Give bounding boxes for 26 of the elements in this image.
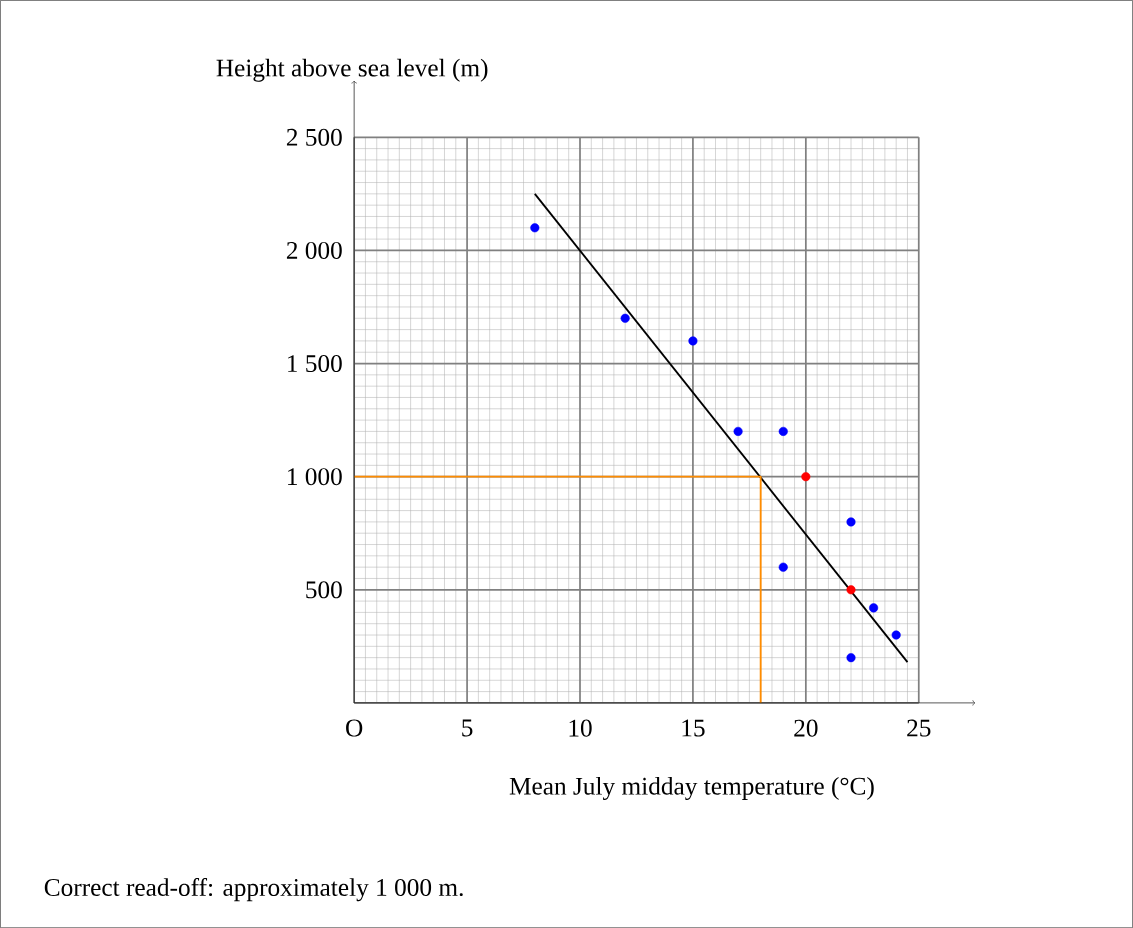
- point: [620, 313, 630, 323]
- point: [846, 585, 856, 595]
- point: [530, 223, 540, 233]
- x-tick-label: 5: [462, 719, 473, 737]
- x-tick-label: 10: [569, 719, 592, 737]
- y-axis-title: Height above sea level (m): [216, 58, 488, 82]
- y-tick-label: 2 000: [286, 241, 342, 259]
- x-tick-label: 20: [794, 719, 818, 737]
- x-tick-label: 15: [682, 719, 705, 737]
- y-tick-label: 500: [306, 581, 342, 599]
- point: [778, 562, 788, 572]
- y-tick-label: 1 000: [288, 468, 342, 486]
- point: [891, 630, 901, 640]
- point: [846, 517, 856, 527]
- point: [733, 426, 743, 436]
- x-tick-label: 25: [907, 719, 931, 737]
- point: [869, 603, 879, 613]
- point: [778, 426, 788, 436]
- point: [688, 336, 698, 346]
- x-tick-label: O: [346, 719, 363, 737]
- x-axis-title: Mean July midday temperature (°C): [509, 776, 874, 800]
- y-tick-label: 2 500: [286, 128, 342, 146]
- point: [801, 472, 811, 482]
- y-tick-label: 1 500: [288, 354, 342, 373]
- point: [846, 653, 856, 663]
- text: Correct read-off: approximately 1 000 m.: [44, 877, 463, 902]
